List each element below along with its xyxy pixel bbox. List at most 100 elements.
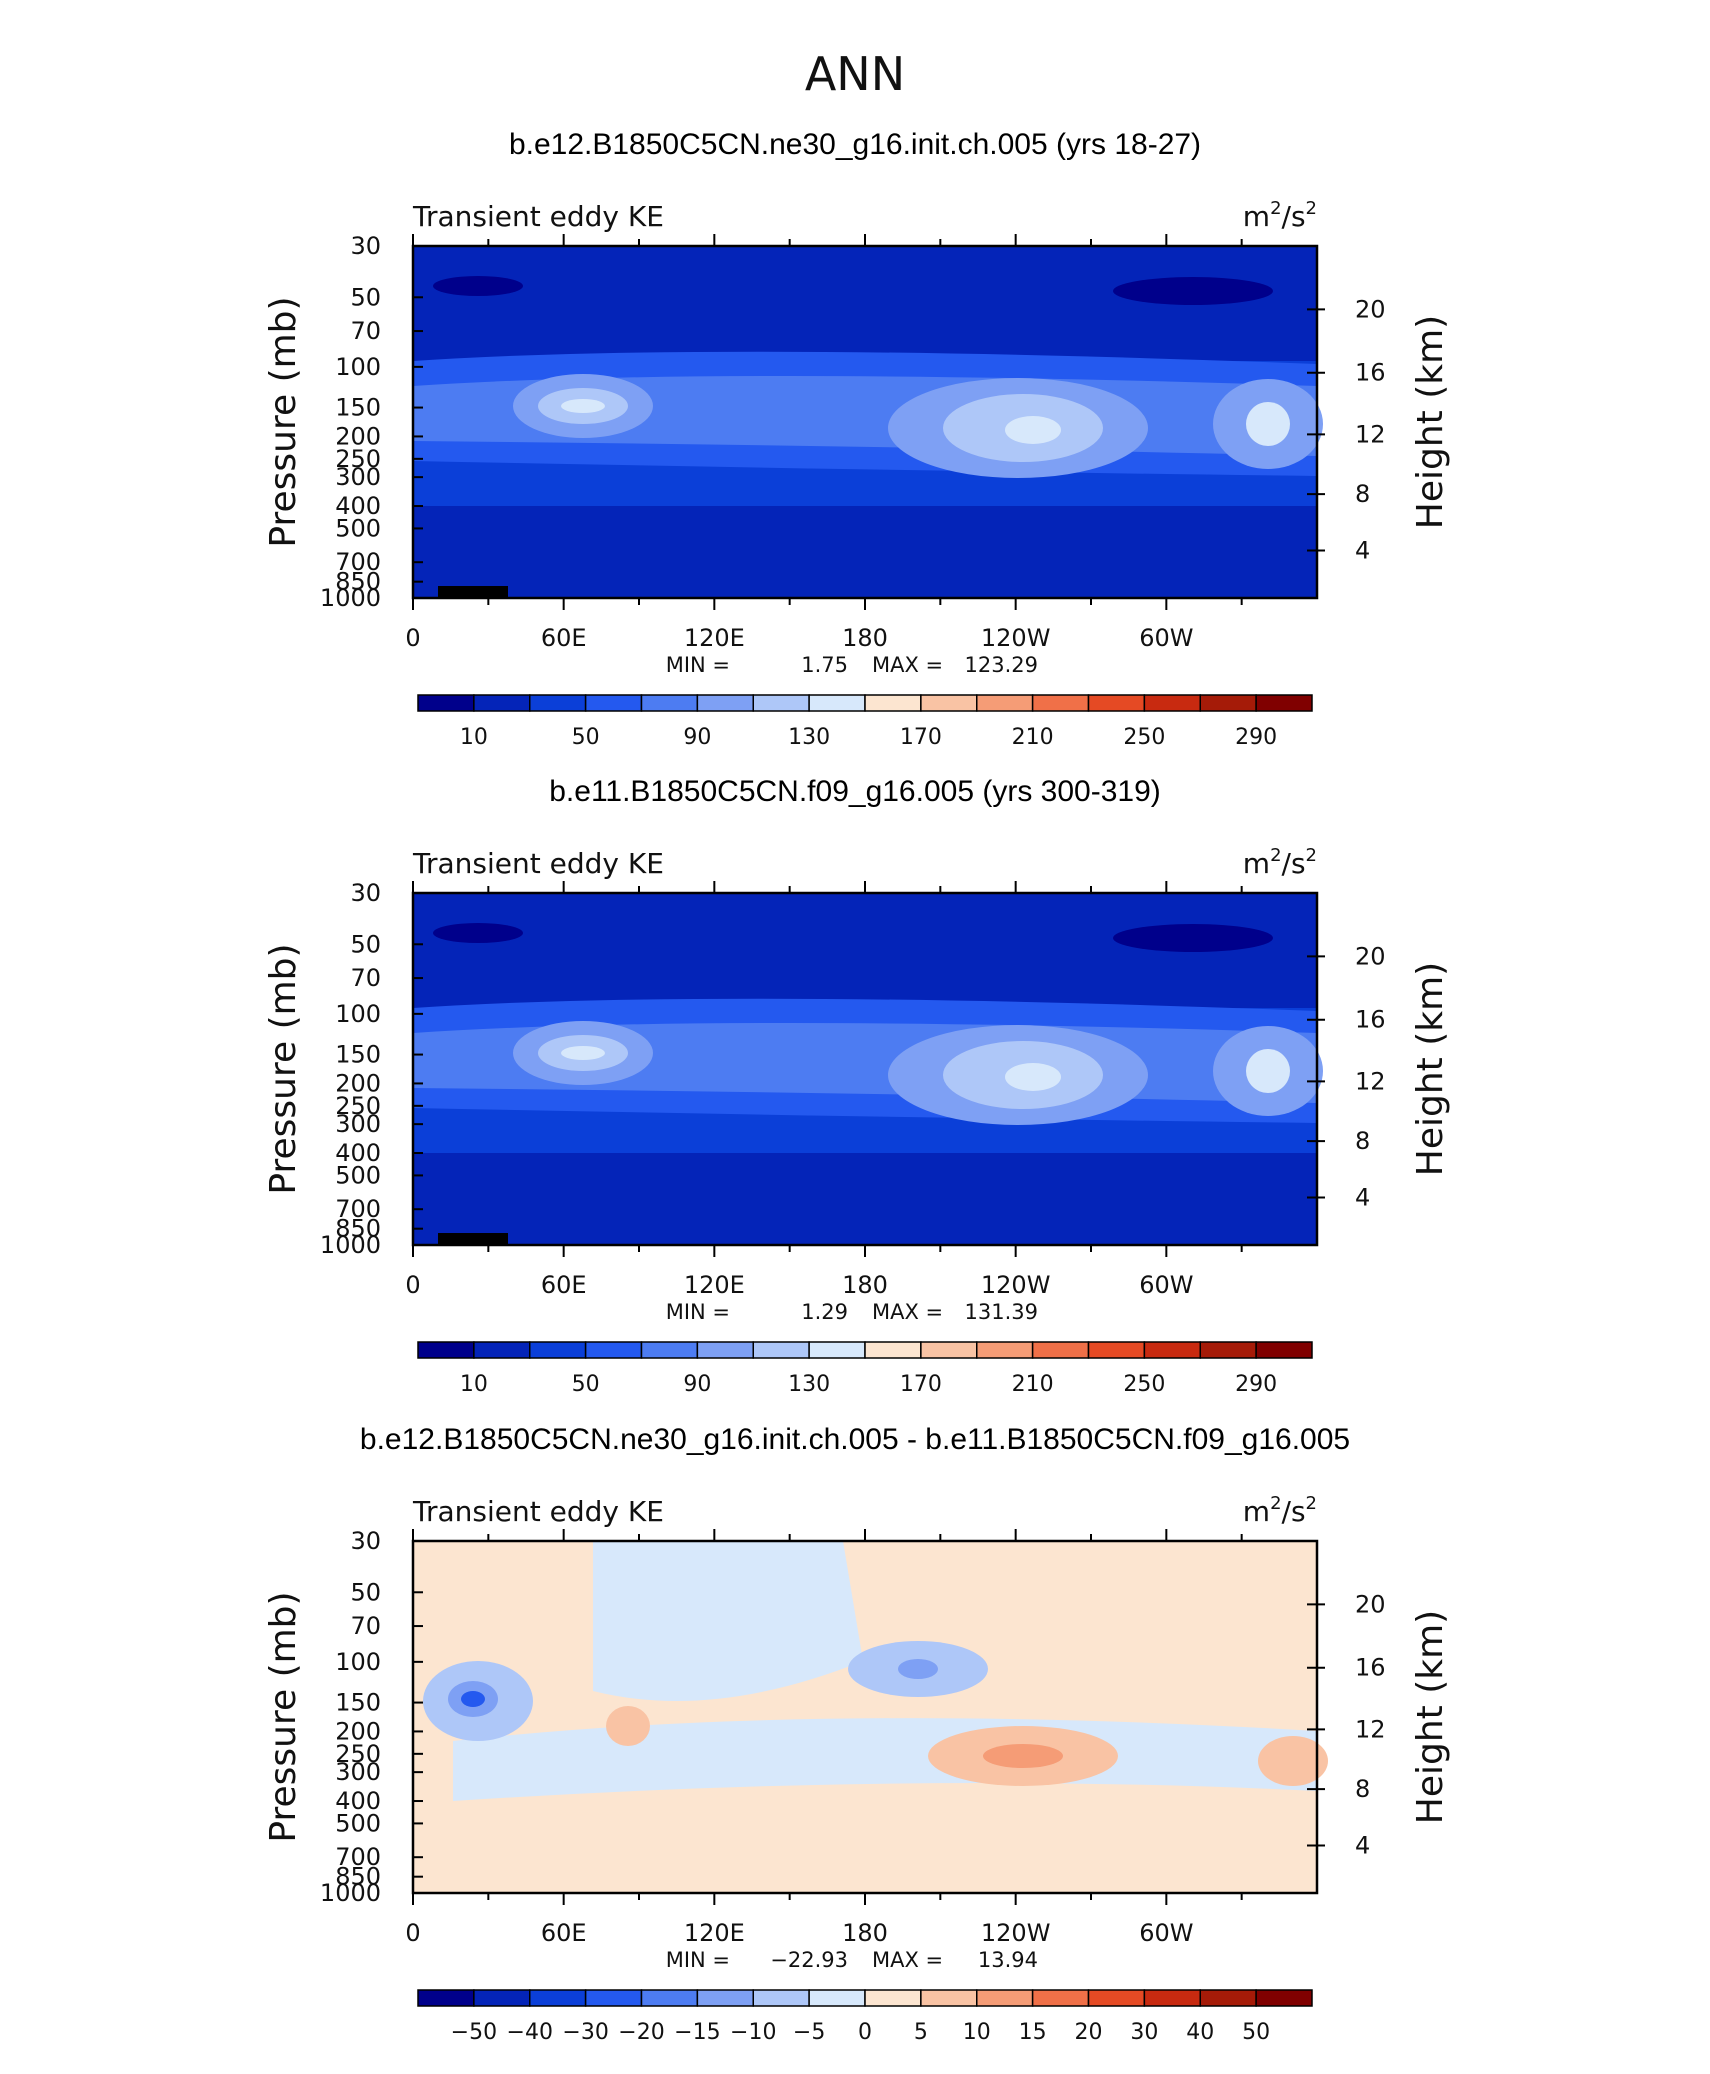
x-tick-label: 120E <box>684 1919 745 1947</box>
y-tick-label: 250 <box>335 1740 381 1768</box>
y-axis-title: Pressure (mb) <box>263 296 304 547</box>
colorbar-swatch <box>1087 694 1146 712</box>
colorbar-label: 130 <box>788 1372 830 1397</box>
colorbar-swatch <box>1255 1341 1313 1359</box>
y-tick-label: 70 <box>350 964 381 992</box>
y-tick-label: 850 <box>335 1215 381 1243</box>
x-tick-label: 120W <box>981 624 1051 652</box>
colorbar-swatch <box>417 1341 475 1359</box>
x-tick-label: 120E <box>684 1271 745 1299</box>
min-value: 1.75 <box>801 653 848 677</box>
field-lower-band <box>413 1153 1317 1245</box>
y2-tick-label: 16 <box>1355 1006 1386 1034</box>
field-lower-band <box>413 506 1317 598</box>
max-label: MAX = <box>872 1300 943 1324</box>
max-value: 131.39 <box>965 1300 1038 1324</box>
colorbar-swatch <box>1199 1989 1257 2007</box>
colorbar-swatch <box>529 1989 587 2007</box>
units-mid: /s <box>1282 1495 1306 1528</box>
units-exp: 2 <box>1270 845 1281 866</box>
y-tick-label: 50 <box>350 930 381 958</box>
min-value: 1.29 <box>801 1300 848 1324</box>
units-base: m <box>1243 1495 1270 1528</box>
colorbar-swatch <box>1031 1989 1090 2007</box>
colorbar-swatch <box>473 1341 531 1359</box>
colorbar-swatch <box>696 1341 754 1359</box>
y-tick-label: 500 <box>335 1161 381 1189</box>
colorbar-swatch <box>808 1341 866 1359</box>
colorbar-swatch <box>640 694 699 712</box>
y-tick-label: 70 <box>350 317 381 345</box>
variable-label: Transient eddy KE <box>412 200 664 233</box>
page-title: ANN <box>805 47 905 101</box>
y-tick-label: 300 <box>335 1110 381 1138</box>
units-label: m2/s2 <box>1243 845 1317 880</box>
colorbar-swatch <box>640 1989 699 2007</box>
panel-title: b.e12.B1850C5CN.ne30_g16.init.ch.005 (yr… <box>509 128 1201 161</box>
y-tick-label: 200 <box>335 1717 381 1745</box>
negative-region-mid <box>453 1718 1317 1801</box>
y-tick-label: 1000 <box>320 1231 381 1259</box>
topography <box>438 1233 508 1245</box>
colorbar-swatch <box>920 1989 978 2007</box>
colorbar-label: 15 <box>1019 2020 1047 2045</box>
units-label: m2/s2 <box>1243 1493 1317 1528</box>
topography <box>438 586 508 598</box>
y2-axis-title: Height (km) <box>1410 962 1451 1176</box>
colorbar-label: 20 <box>1075 2020 1103 2045</box>
colorbar-swatch <box>752 1341 810 1359</box>
colorbar-label: 10 <box>963 2020 991 2045</box>
units-label: m2/s2 <box>1243 198 1317 233</box>
colorbar-swatch <box>1199 694 1257 712</box>
min-value: −22.93 <box>770 1948 848 1972</box>
jet-core-east-max <box>1005 1063 1061 1091</box>
colorbar-label: 250 <box>1123 1372 1165 1397</box>
colorbar-label: −50 <box>451 2020 497 2045</box>
colorbar-swatch <box>640 1341 699 1359</box>
colorbar-swatch <box>920 1341 978 1359</box>
min-label: MIN = <box>666 653 730 677</box>
y2-tick-label: 16 <box>1355 359 1386 387</box>
y-tick-label: 700 <box>335 1843 381 1871</box>
colorbar-label: −15 <box>674 2020 720 2045</box>
colorbar-label: 90 <box>683 725 711 750</box>
units-exp: 2 <box>1306 1493 1317 1514</box>
y-tick-label: 700 <box>335 1195 381 1223</box>
y-tick-label: 70 <box>350 1612 381 1640</box>
y2-tick-label: 12 <box>1355 1067 1386 1095</box>
colorbar-label: −20 <box>618 2020 664 2045</box>
y-tick-label: 200 <box>335 422 381 450</box>
negative-region-upper <box>593 1541 863 1701</box>
y-axis-title: Pressure (mb) <box>263 943 304 1194</box>
x-tick-label: 180 <box>842 624 888 652</box>
y-tick-label: 400 <box>335 1787 381 1815</box>
colorbar-swatch <box>1255 694 1313 712</box>
units-base: m <box>1243 200 1270 233</box>
upper-minimum-west <box>433 923 523 943</box>
y-tick-label: 30 <box>350 879 381 907</box>
colorbar-swatch <box>417 1989 475 2007</box>
jet-core-west-max <box>561 1046 605 1060</box>
colorbar-swatch <box>584 1341 643 1359</box>
positive-anomaly-east-max <box>983 1744 1063 1768</box>
y-tick-label: 100 <box>335 1648 381 1676</box>
y2-tick-label: 12 <box>1355 420 1386 448</box>
x-tick-label: 180 <box>842 1271 888 1299</box>
colorbar-swatch <box>808 1989 866 2007</box>
y-tick-label: 50 <box>350 1578 381 1606</box>
colorbar-swatch <box>752 694 810 712</box>
x-tick-label: 60W <box>1139 1919 1193 1947</box>
y2-tick-label: 8 <box>1355 1775 1370 1803</box>
colorbar-swatch <box>1143 1989 1201 2007</box>
y-tick-label: 30 <box>350 232 381 260</box>
colorbar-swatch <box>1087 1989 1146 2007</box>
colorbar-swatch <box>473 1989 531 2007</box>
colorbar-label: 30 <box>1130 2020 1158 2045</box>
x-tick-label: 120W <box>981 1919 1051 1947</box>
colorbar-label: −30 <box>562 2020 608 2045</box>
y-tick-label: 30 <box>350 1527 381 1555</box>
variable-label: Transient eddy KE <box>412 847 664 880</box>
negative-anomaly-west-max <box>461 1691 485 1707</box>
y2-tick-label: 4 <box>1355 1183 1370 1211</box>
colorbar-swatch <box>864 1341 922 1359</box>
